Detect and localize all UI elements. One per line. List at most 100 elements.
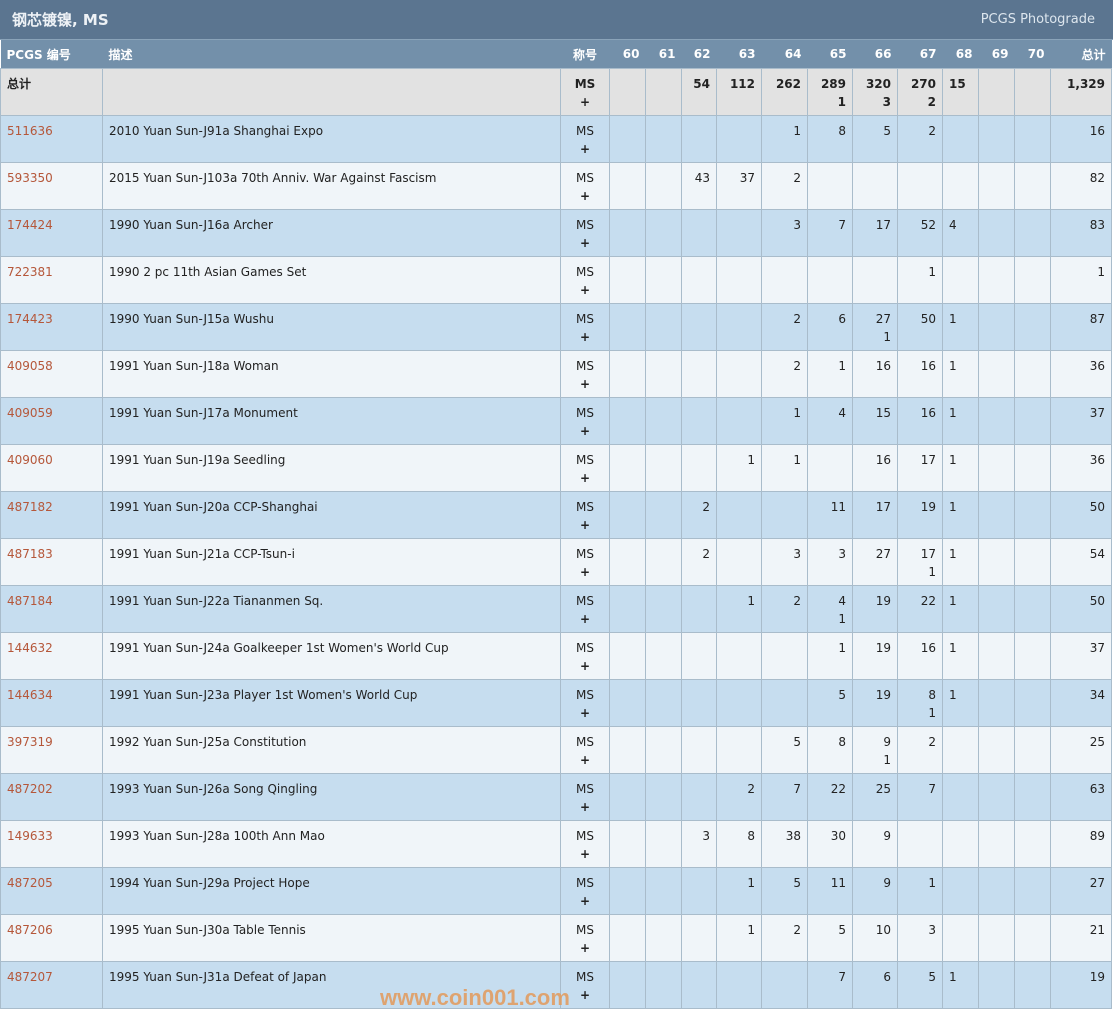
grade-count[interactable]: 8: [747, 829, 755, 843]
grade-count[interactable]: 17: [875, 500, 891, 514]
grade-64-cell[interactable]: 2: [761, 914, 808, 962]
grade-61-cell[interactable]: [645, 350, 682, 398]
row-total-value[interactable]: 37: [1089, 641, 1105, 655]
grade-63-cell[interactable]: 1: [716, 585, 762, 633]
grade-60-cell[interactable]: [609, 773, 646, 821]
grade-count[interactable]: 1: [747, 876, 755, 890]
grade-70-cell[interactable]: [1014, 162, 1051, 210]
grade-62-cell[interactable]: [681, 209, 717, 257]
grade-68-cell[interactable]: [942, 773, 979, 821]
row-total[interactable]: 37: [1050, 397, 1112, 445]
grade-65-cell[interactable]: 289 1: [807, 68, 853, 116]
pcgs-number-link[interactable]: 409058: [7, 359, 53, 373]
grade-67-cell[interactable]: 52: [897, 209, 943, 257]
grade-63-cell[interactable]: [716, 397, 762, 445]
pcgs-number-cell[interactable]: 487205: [0, 867, 103, 915]
grade-60-cell[interactable]: [609, 914, 646, 962]
row-total-value[interactable]: 37: [1089, 406, 1105, 420]
pcgs-number-cell[interactable]: 487184: [0, 585, 103, 633]
grade-count[interactable]: 1: [793, 124, 801, 138]
col-grade-68[interactable]: 68: [942, 40, 979, 69]
grade-69-cell[interactable]: [978, 256, 1015, 304]
grade-65-cell[interactable]: 6: [807, 303, 853, 351]
grade-count[interactable]: 1: [949, 594, 957, 608]
grade-count[interactable]: 43: [694, 171, 710, 185]
grade-63-cell[interactable]: 1: [716, 444, 762, 492]
grade-count[interactable]: 9: [883, 735, 891, 749]
grade-67-cell[interactable]: 22: [897, 585, 943, 633]
grade-count[interactable]: 3: [838, 547, 846, 561]
grade-66-cell[interactable]: [852, 256, 898, 304]
row-total-value[interactable]: 82: [1089, 171, 1105, 185]
grade-62-cell[interactable]: [681, 303, 717, 351]
grade-count[interactable]: 19: [875, 594, 891, 608]
row-total[interactable]: 89: [1050, 820, 1112, 868]
pcgs-number-link[interactable]: 409059: [7, 406, 53, 420]
grade-61-cell[interactable]: [645, 585, 682, 633]
grade-63-cell[interactable]: 8: [716, 820, 762, 868]
grade-67-cell[interactable]: 1: [897, 867, 943, 915]
grade-count[interactable]: 2: [793, 312, 801, 326]
grade-count[interactable]: 2: [793, 923, 801, 937]
grade-64-cell[interactable]: 38: [761, 820, 808, 868]
grade-count[interactable]: 9: [883, 829, 891, 843]
grade-61-cell[interactable]: [645, 303, 682, 351]
pcgs-number-cell[interactable]: 144634: [0, 679, 103, 727]
grade-64-cell[interactable]: [761, 679, 808, 727]
grade-61-cell[interactable]: [645, 538, 682, 586]
grade-count[interactable]: 1: [949, 406, 957, 420]
grade-count[interactable]: 19: [920, 500, 936, 514]
grade-64-cell[interactable]: 5: [761, 726, 808, 774]
row-total[interactable]: 25: [1050, 726, 1112, 774]
col-grade-70[interactable]: 70: [1014, 40, 1051, 69]
grade-63-cell[interactable]: [716, 256, 762, 304]
grade-64-cell[interactable]: 1: [761, 115, 808, 163]
grade-count[interactable]: 52: [920, 218, 936, 232]
plus-grade-count[interactable]: 1: [838, 612, 846, 626]
grade-63-cell[interactable]: 1: [716, 914, 762, 962]
grade-count[interactable]: 17: [920, 453, 936, 467]
grade-69-cell[interactable]: [978, 491, 1015, 539]
row-total[interactable]: 63: [1050, 773, 1112, 821]
grade-count[interactable]: 2: [793, 171, 801, 185]
grade-65-cell[interactable]: 8: [807, 726, 853, 774]
grade-count[interactable]: 1: [949, 500, 957, 514]
col-grade-66[interactable]: 66: [852, 40, 898, 69]
pcgs-number-link[interactable]: 487205: [7, 876, 53, 890]
grade-70-cell[interactable]: [1014, 115, 1051, 163]
grade-63-cell[interactable]: [716, 726, 762, 774]
grade-count[interactable]: 6: [883, 970, 891, 984]
grade-67-cell[interactable]: 270 2: [897, 68, 943, 116]
grade-70-cell[interactable]: [1014, 397, 1051, 445]
grade-67-cell[interactable]: 16: [897, 632, 943, 680]
grade-61-cell[interactable]: [645, 773, 682, 821]
plus-grade-count[interactable]: 1: [928, 706, 936, 720]
grade-62-cell[interactable]: [681, 961, 717, 1009]
grade-70-cell[interactable]: [1014, 726, 1051, 774]
pcgs-number-cell[interactable]: 409058: [0, 350, 103, 398]
pcgs-number-link[interactable]: 487183: [7, 547, 53, 561]
plus-grade-count[interactable]: 1: [883, 753, 891, 767]
grade-count[interactable]: 17: [875, 218, 891, 232]
grade-count[interactable]: 2: [928, 735, 936, 749]
grade-65-cell[interactable]: [807, 444, 853, 492]
grade-64-cell[interactable]: 2: [761, 585, 808, 633]
grade-count[interactable]: 9: [883, 876, 891, 890]
grade-64-cell[interactable]: 262: [761, 68, 808, 116]
grade-70-cell[interactable]: [1014, 867, 1051, 915]
grade-68-cell[interactable]: 1: [942, 538, 979, 586]
grade-69-cell[interactable]: [978, 679, 1015, 727]
plus-grade-count[interactable]: 2: [927, 95, 936, 109]
grade-count[interactable]: 1: [747, 594, 755, 608]
pcgs-number-link[interactable]: 149633: [7, 829, 53, 843]
grade-count[interactable]: 25: [875, 782, 891, 796]
pcgs-number-cell[interactable]: 174424: [0, 209, 103, 257]
pcgs-number-cell[interactable]: 149633: [0, 820, 103, 868]
grade-68-cell[interactable]: [942, 867, 979, 915]
grade-count[interactable]: 30: [830, 829, 846, 843]
grade-65-cell[interactable]: 4: [807, 397, 853, 445]
pcgs-number-link[interactable]: 144632: [7, 641, 53, 655]
grade-count[interactable]: 11: [830, 876, 846, 890]
grade-count[interactable]: 16: [920, 359, 936, 373]
